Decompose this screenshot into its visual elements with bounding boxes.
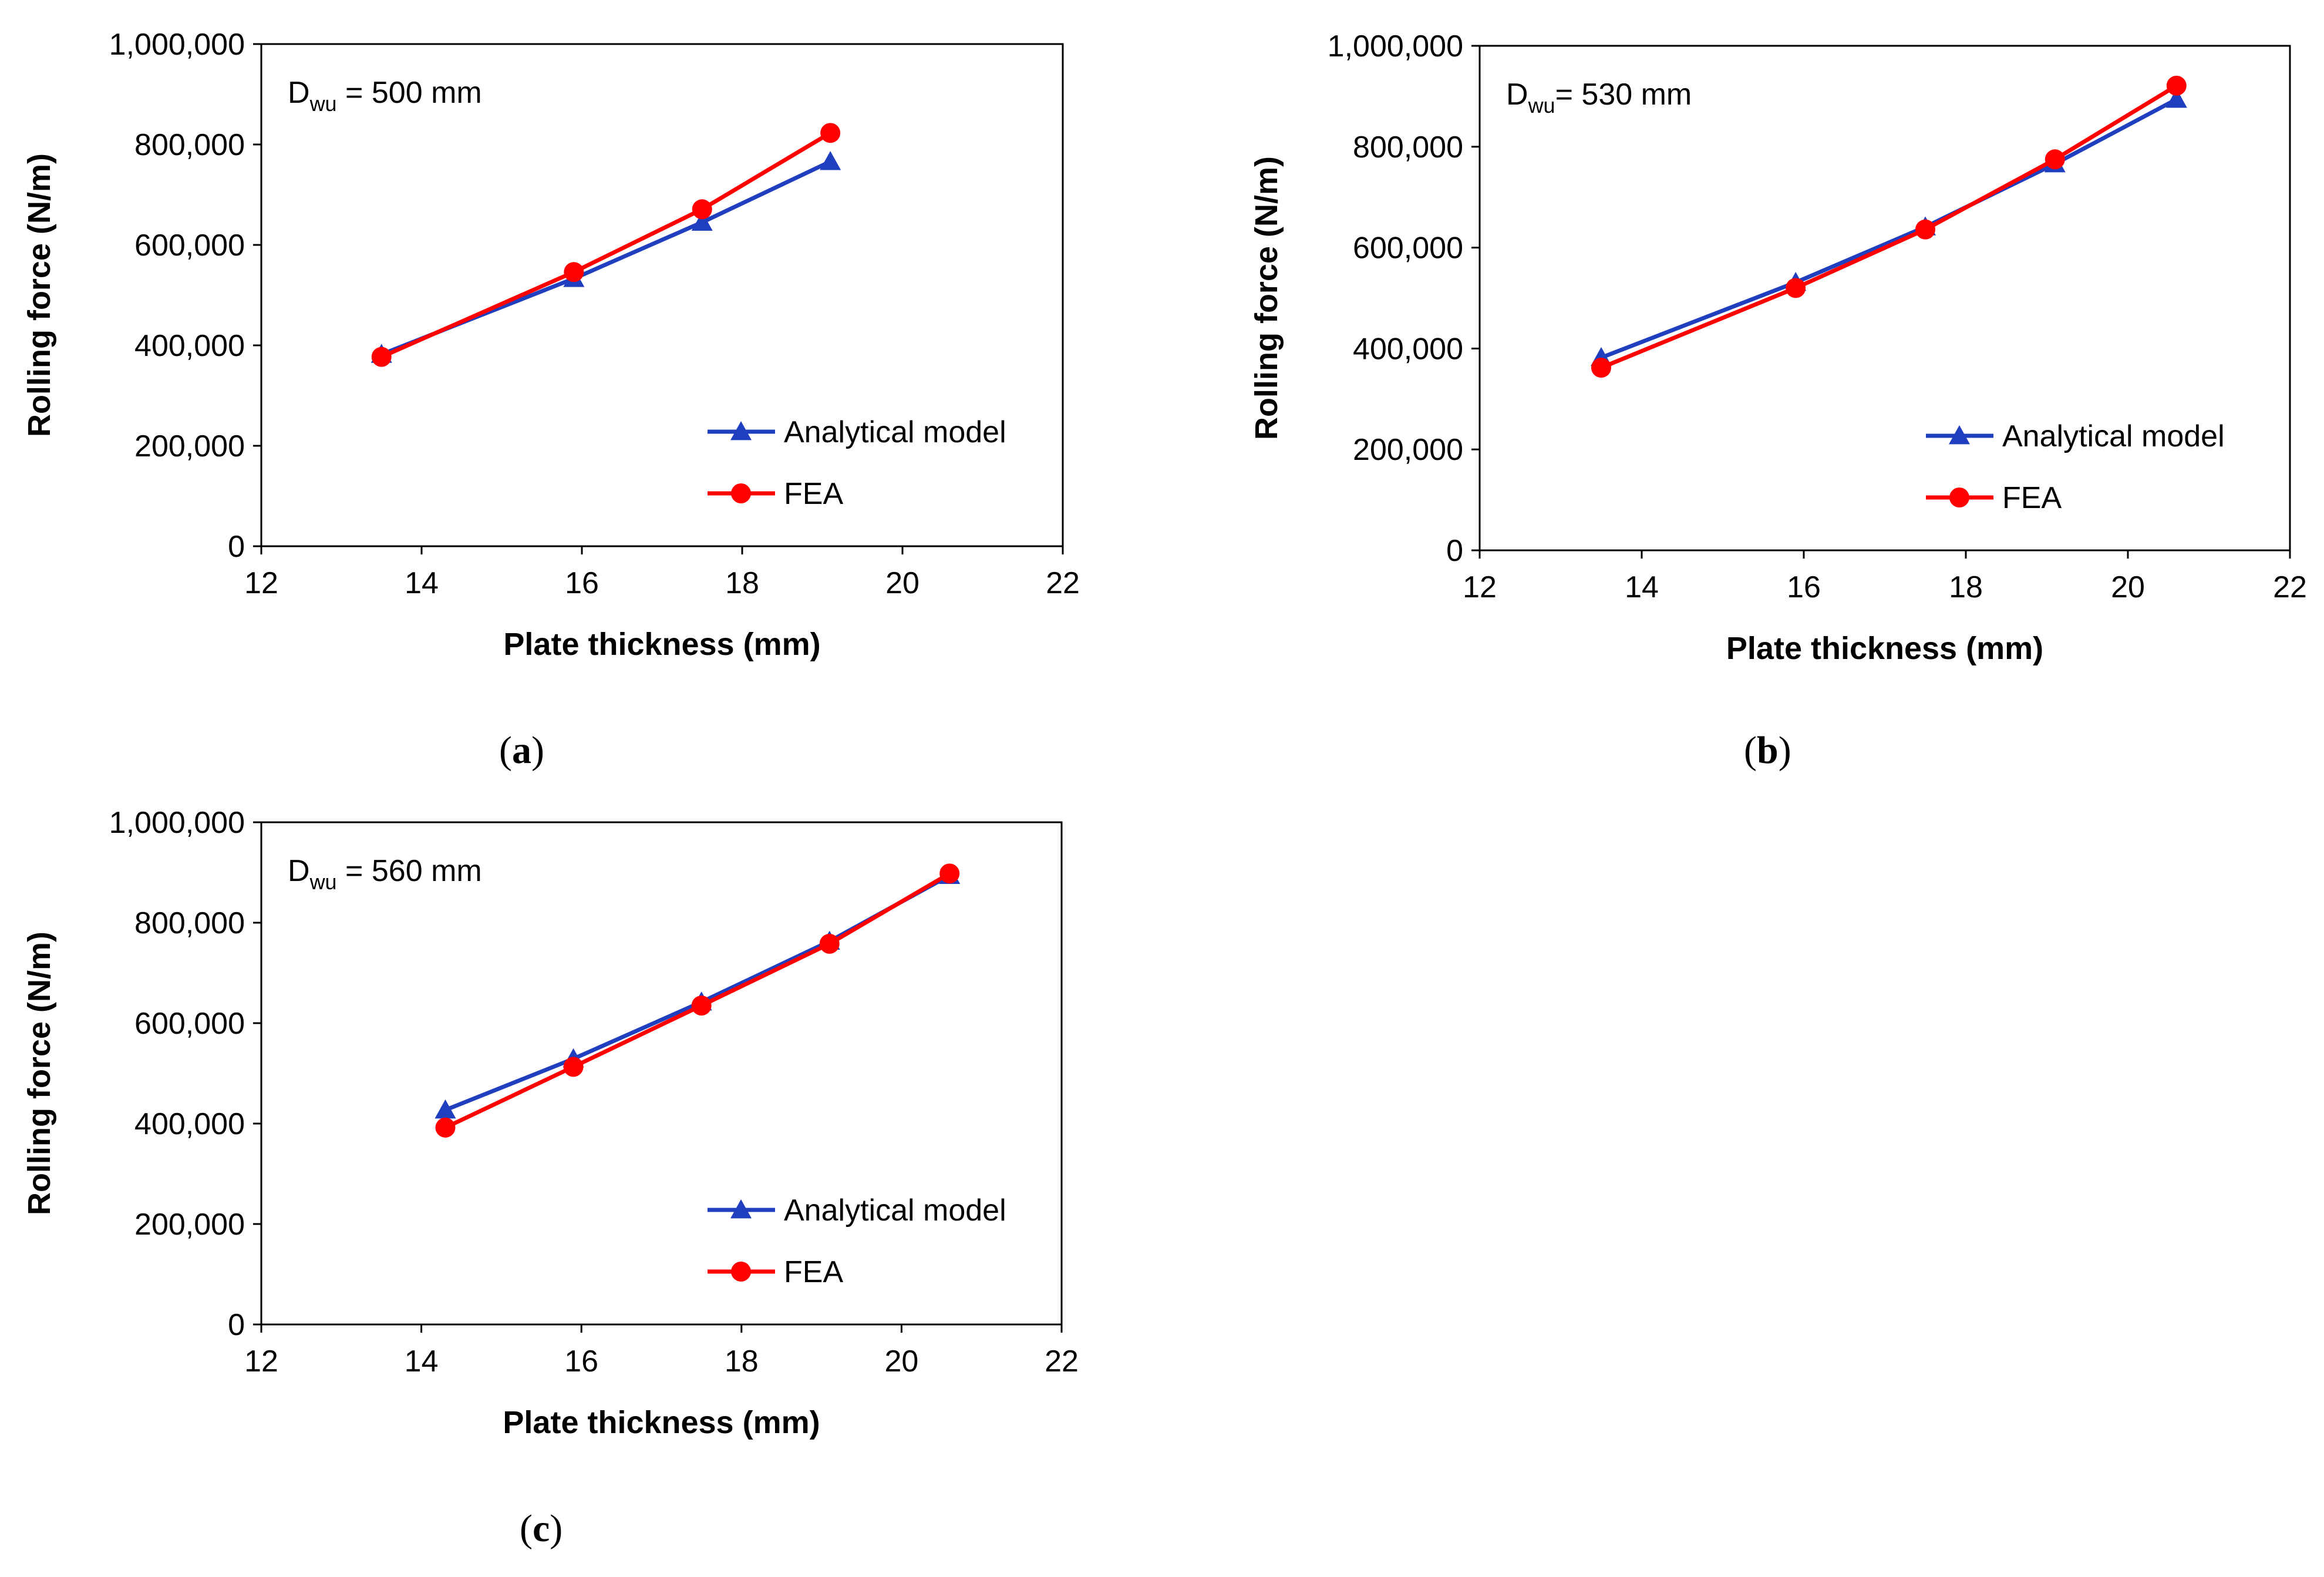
y-tick-label: 1,000,000 — [109, 806, 245, 840]
x-tick-label: 12 — [244, 566, 278, 600]
x-tick-label: 22 — [1046, 566, 1080, 600]
legend-label: Analytical model — [784, 415, 1006, 449]
fea-point — [819, 933, 840, 954]
x-tick-label: 12 — [1463, 570, 1497, 604]
fea-point — [371, 347, 392, 367]
dwu-annotation: Dwu= 530 mm — [1506, 78, 1692, 117]
x-tick-label: 18 — [1949, 570, 1983, 604]
y-tick-label: 200,000 — [134, 429, 245, 463]
x-tick-label: 22 — [2273, 570, 2307, 604]
annotation-subscript: wu — [1528, 93, 1555, 117]
annotation-subscript: wu — [309, 870, 337, 894]
y-tick-label: 200,000 — [134, 1208, 245, 1242]
annotation-suffix: = 500 mm — [337, 76, 482, 110]
annotation-suffix: = 560 mm — [337, 854, 482, 888]
plot-area — [260, 821, 1063, 1326]
x-tick-label: 20 — [2111, 570, 2145, 604]
legend-label: Analytical model — [2002, 419, 2225, 453]
fea-point — [2045, 149, 2065, 170]
dwu-annotation: Dwu = 500 mm — [288, 76, 482, 116]
chart-panel-c: 0 200,000 400,000 600,000 800,000 1,000,000 12… — [22, 806, 1079, 1440]
caption-b-letter: b — [1756, 729, 1779, 772]
annotation-prefix: D — [288, 76, 310, 110]
legend-label: FEA — [2002, 481, 2062, 515]
x-tick-label: 20 — [885, 566, 920, 600]
x-axis-label: Plate thickness (mm) — [1726, 631, 2043, 666]
y-tick-label: 600,000 — [134, 228, 245, 263]
x-tick-label: 18 — [725, 566, 759, 600]
y-tick-label: 800,000 — [1353, 130, 1463, 164]
y-tick-label: 1,000,000 — [1328, 29, 1463, 63]
series-line-analytical — [444, 873, 951, 1112]
fea-point — [820, 123, 841, 143]
annotation-prefix: D — [1506, 78, 1528, 112]
annotation-prefix: D — [288, 854, 310, 888]
x-tick-label: 12 — [244, 1344, 278, 1378]
caption-a-letter: a — [511, 729, 531, 772]
plot-area — [260, 43, 1064, 547]
x-tick-label: 14 — [405, 1344, 439, 1378]
legend-marker-circle — [731, 1262, 751, 1282]
x-tick-label: 16 — [565, 566, 599, 600]
y-tick-label: 400,000 — [1353, 332, 1463, 366]
analytical-point — [691, 211, 713, 231]
fea-point — [2166, 75, 2187, 96]
analytical-point — [435, 1099, 456, 1119]
legend-marker-triangle — [730, 421, 752, 441]
x-tick-label: 14 — [1625, 570, 1659, 604]
y-tick-label: 0 — [1446, 534, 1463, 568]
y-tick-label: 600,000 — [134, 1007, 245, 1041]
legend-marker-circle — [731, 483, 751, 503]
y-tick-label: 800,000 — [134, 906, 245, 940]
analytical-point — [2165, 89, 2187, 108]
fea-point — [1915, 219, 1935, 240]
dwu-annotation: Dwu = 560 mm — [288, 854, 482, 894]
x-tick-label: 14 — [405, 566, 439, 600]
legend-marker-triangle — [1949, 425, 1970, 445]
y-tick-label: 400,000 — [134, 1107, 245, 1141]
series-line-fea — [380, 131, 831, 359]
annotation-subscript: wu — [309, 92, 337, 116]
caption-a: (a) — [499, 729, 544, 772]
caption-c: (c) — [520, 1507, 563, 1550]
x-tick-label: 16 — [564, 1344, 598, 1378]
y-tick-label: 400,000 — [134, 329, 245, 363]
chart-panel-b: 0 200,000 400,000 600,000 800,000 1,000,000 12… — [1249, 29, 2307, 666]
y-tick-label: 1,000,000 — [109, 28, 245, 62]
y-tick-label: 200,000 — [1353, 433, 1463, 467]
y-tick-label: 0 — [228, 1308, 245, 1342]
x-axis-label: Plate thickness (mm) — [503, 1405, 820, 1440]
chart-panel-a: 0 200,000 400,000 600,000 800,000 1,000,000 12… — [22, 28, 1080, 662]
fea-point — [435, 1117, 456, 1138]
fea-point — [692, 199, 712, 220]
caption-b: (b) — [1744, 729, 1791, 772]
fea-point — [563, 1057, 584, 1077]
fea-point — [1786, 278, 1806, 298]
y-axis-label: Rolling force (N/m) — [22, 153, 57, 437]
legend-marker-circle — [1949, 487, 1969, 507]
y-tick-label: 600,000 — [1353, 231, 1463, 265]
fea-point — [564, 262, 584, 283]
annotation-suffix: = 530 mm — [1555, 78, 1692, 112]
legend-label: Analytical model — [784, 1193, 1006, 1228]
x-tick-label: 18 — [725, 1344, 759, 1378]
fea-point — [939, 863, 960, 884]
x-axis-label: Plate thickness (mm) — [503, 627, 820, 662]
x-tick-label: 22 — [1045, 1344, 1079, 1378]
analytical-point — [820, 151, 841, 170]
legend-label: FEA — [784, 1255, 843, 1289]
fea-point — [691, 996, 712, 1016]
legend-marker-triangle — [730, 1199, 752, 1219]
y-tick-label: 800,000 — [134, 128, 245, 162]
y-axis-label: Rolling force (N/m) — [22, 932, 57, 1215]
y-tick-label: 0 — [228, 530, 245, 564]
fea-point — [1591, 358, 1611, 378]
plot-area — [1478, 45, 2291, 552]
caption-c-letter: c — [532, 1507, 550, 1550]
legend-label: FEA — [784, 477, 843, 511]
x-tick-label: 16 — [1787, 570, 1821, 604]
x-tick-label: 20 — [884, 1344, 918, 1378]
y-axis-label: Rolling force (N/m) — [1249, 156, 1284, 440]
